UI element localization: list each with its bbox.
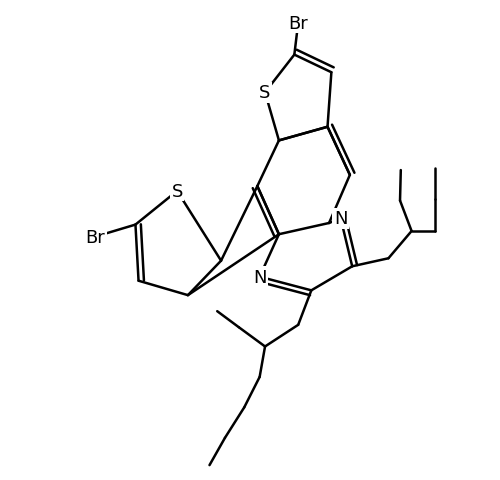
Text: N: N [253, 268, 266, 286]
Text: Br: Br [288, 14, 308, 33]
Text: S: S [260, 84, 270, 102]
Text: Br: Br [86, 228, 105, 246]
Text: S: S [172, 182, 183, 201]
Text: N: N [334, 210, 347, 228]
